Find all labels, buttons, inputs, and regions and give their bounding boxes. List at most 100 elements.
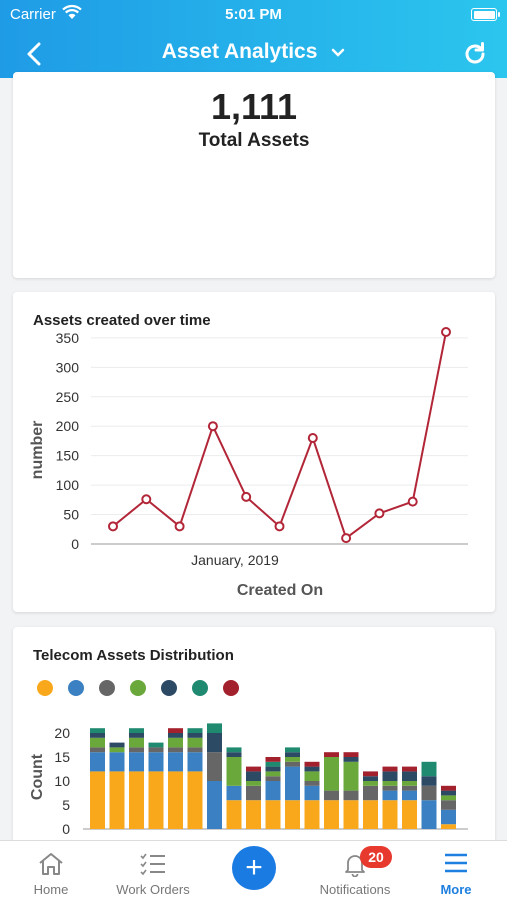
bar-segment[interactable]: [285, 757, 300, 762]
bar-segment[interactable]: [148, 752, 164, 772]
bar-segment[interactable]: [343, 800, 359, 829]
bar-segment[interactable]: [441, 809, 456, 825]
bar-segment[interactable]: [207, 752, 222, 781]
bar-segment[interactable]: [90, 737, 105, 748]
bar-segment[interactable]: [304, 785, 320, 801]
bar-segment[interactable]: [168, 771, 183, 829]
bar-segment[interactable]: [187, 747, 203, 753]
refresh-button[interactable]: [457, 36, 493, 72]
bar-segment[interactable]: [382, 766, 398, 772]
bar-segment[interactable]: [265, 757, 281, 762]
legend-dot[interactable]: [161, 680, 177, 696]
tab-notifications[interactable]: Notifications: [305, 841, 405, 900]
bar-segment[interactable]: [129, 728, 144, 733]
bar-segment[interactable]: [382, 781, 398, 786]
bar-segment[interactable]: [187, 733, 203, 738]
bar-segment[interactable]: [324, 790, 339, 801]
bar-segment[interactable]: [109, 771, 125, 829]
bar-segment[interactable]: [246, 785, 261, 801]
bar-segment[interactable]: [441, 800, 456, 810]
bar-segment[interactable]: [382, 790, 398, 801]
bar-segment[interactable]: [246, 766, 261, 772]
bar-segment[interactable]: [187, 752, 203, 772]
bar-segment[interactable]: [226, 785, 242, 801]
bar-segment[interactable]: [207, 723, 222, 733]
legend-dot[interactable]: [130, 680, 146, 696]
bar-segment[interactable]: [129, 733, 144, 738]
bar-segment[interactable]: [363, 785, 378, 801]
bar-segment[interactable]: [304, 800, 320, 829]
bar-segment[interactable]: [90, 733, 105, 738]
tab-more[interactable]: More: [426, 841, 486, 900]
bar-segment[interactable]: [363, 771, 378, 777]
bar-segment[interactable]: [187, 728, 203, 733]
bar-segment[interactable]: [402, 781, 417, 786]
bar-segment[interactable]: [207, 781, 222, 829]
bar-segment[interactable]: [129, 747, 144, 753]
bar-segment[interactable]: [363, 781, 378, 786]
bar-segment[interactable]: [402, 766, 417, 772]
bar-segment[interactable]: [441, 795, 456, 801]
bar-segment[interactable]: [226, 752, 242, 757]
add-button[interactable]: +: [232, 846, 276, 890]
bar-segment[interactable]: [265, 766, 281, 772]
bar-segment[interactable]: [129, 737, 144, 748]
bar-segment[interactable]: [363, 800, 378, 829]
legend-dot[interactable]: [99, 680, 115, 696]
bar-segment[interactable]: [285, 747, 300, 753]
bar-segment[interactable]: [343, 752, 359, 757]
bar-segment[interactable]: [324, 800, 339, 829]
bar-segment[interactable]: [226, 800, 242, 829]
bar-segment[interactable]: [382, 800, 398, 829]
bar-segment[interactable]: [402, 790, 417, 801]
bar-segment[interactable]: [246, 781, 261, 786]
bar-segment[interactable]: [187, 771, 203, 829]
bar-segment[interactable]: [148, 742, 164, 748]
legend-dot[interactable]: [37, 680, 53, 696]
bar-segment[interactable]: [90, 771, 105, 829]
legend-dot[interactable]: [192, 680, 208, 696]
tab-home[interactable]: Home: [21, 841, 81, 900]
bar-segment[interactable]: [285, 752, 300, 757]
bar-segment[interactable]: [265, 771, 281, 777]
bar-segment[interactable]: [421, 785, 437, 801]
bar-segment[interactable]: [109, 752, 125, 772]
bar-segment[interactable]: [129, 752, 144, 772]
bar-segment[interactable]: [382, 771, 398, 781]
bar-segment[interactable]: [304, 771, 320, 781]
bar-segment[interactable]: [343, 761, 359, 791]
bar-segment[interactable]: [265, 781, 281, 801]
tab-work-orders[interactable]: Work Orders: [103, 841, 203, 900]
bar-segment[interactable]: [421, 800, 437, 829]
bar-segment[interactable]: [285, 800, 300, 829]
bar-segment[interactable]: [226, 747, 242, 753]
bar-segment[interactable]: [402, 800, 417, 829]
bar-segment[interactable]: [187, 737, 203, 748]
bar-segment[interactable]: [265, 761, 281, 767]
bar-segment[interactable]: [168, 728, 183, 733]
bar-segment[interactable]: [304, 781, 320, 786]
bar-segment[interactable]: [402, 785, 417, 791]
legend-dot[interactable]: [68, 680, 84, 696]
bar-segment[interactable]: [207, 733, 222, 753]
analytics-selector[interactable]: Asset Analytics: [0, 40, 507, 64]
bar-segment[interactable]: [343, 790, 359, 801]
back-button[interactable]: [18, 38, 50, 70]
bar-segment[interactable]: [246, 800, 261, 829]
bar-segment[interactable]: [226, 757, 242, 786]
legend-dot[interactable]: [223, 680, 239, 696]
bar-segment[interactable]: [441, 785, 456, 791]
bar-segment[interactable]: [421, 761, 437, 777]
bar-segment[interactable]: [148, 747, 164, 753]
bar-segment[interactable]: [421, 776, 437, 786]
bar-segment[interactable]: [343, 757, 359, 762]
bar-segment[interactable]: [265, 800, 281, 829]
bar-segment[interactable]: [382, 785, 398, 791]
bar-segment[interactable]: [168, 733, 183, 738]
bar-segment[interactable]: [304, 766, 320, 772]
bar-segment[interactable]: [363, 776, 378, 781]
bar-segment[interactable]: [441, 824, 456, 829]
bar-segment[interactable]: [441, 790, 456, 796]
bar-segment[interactable]: [265, 776, 281, 781]
bar-segment[interactable]: [148, 771, 164, 829]
